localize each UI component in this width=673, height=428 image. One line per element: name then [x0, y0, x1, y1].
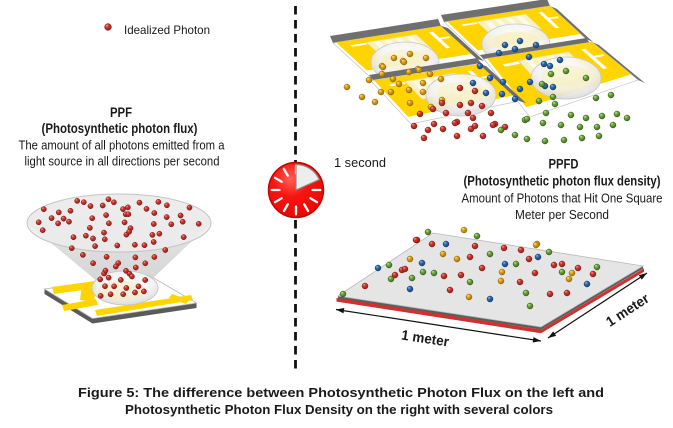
- svg-text:1 second: 1 second: [334, 155, 386, 170]
- svg-text:Figure 5: The difference betwe: Figure 5: The difference between Photosy…: [78, 385, 604, 400]
- svg-text:The amount of all photons emit: The amount of all photons emitted from a: [19, 138, 225, 152]
- svg-text:Meter per Second: Meter per Second: [515, 208, 609, 222]
- svg-text:PPFD: PPFD: [549, 157, 579, 172]
- svg-text:(Photosynthetic photon flux de: (Photosynthetic photon flux density): [464, 174, 661, 189]
- svg-text:Idealized Photon: Idealized Photon: [124, 23, 210, 37]
- svg-text:(Photosynthetic photon flux): (Photosynthetic photon flux): [42, 121, 198, 136]
- svg-text:Photosynthetic Photon Flux Den: Photosynthetic Photon Flux Density on th…: [125, 402, 553, 417]
- svg-text:Amount of Photons that Hit One: Amount of Photons that Hit One Square: [462, 192, 663, 206]
- svg-text:1 meter: 1 meter: [400, 327, 450, 350]
- svg-text:light source in all directions: light source in all directions per secon…: [25, 155, 220, 169]
- svg-text:PPF: PPF: [110, 105, 132, 120]
